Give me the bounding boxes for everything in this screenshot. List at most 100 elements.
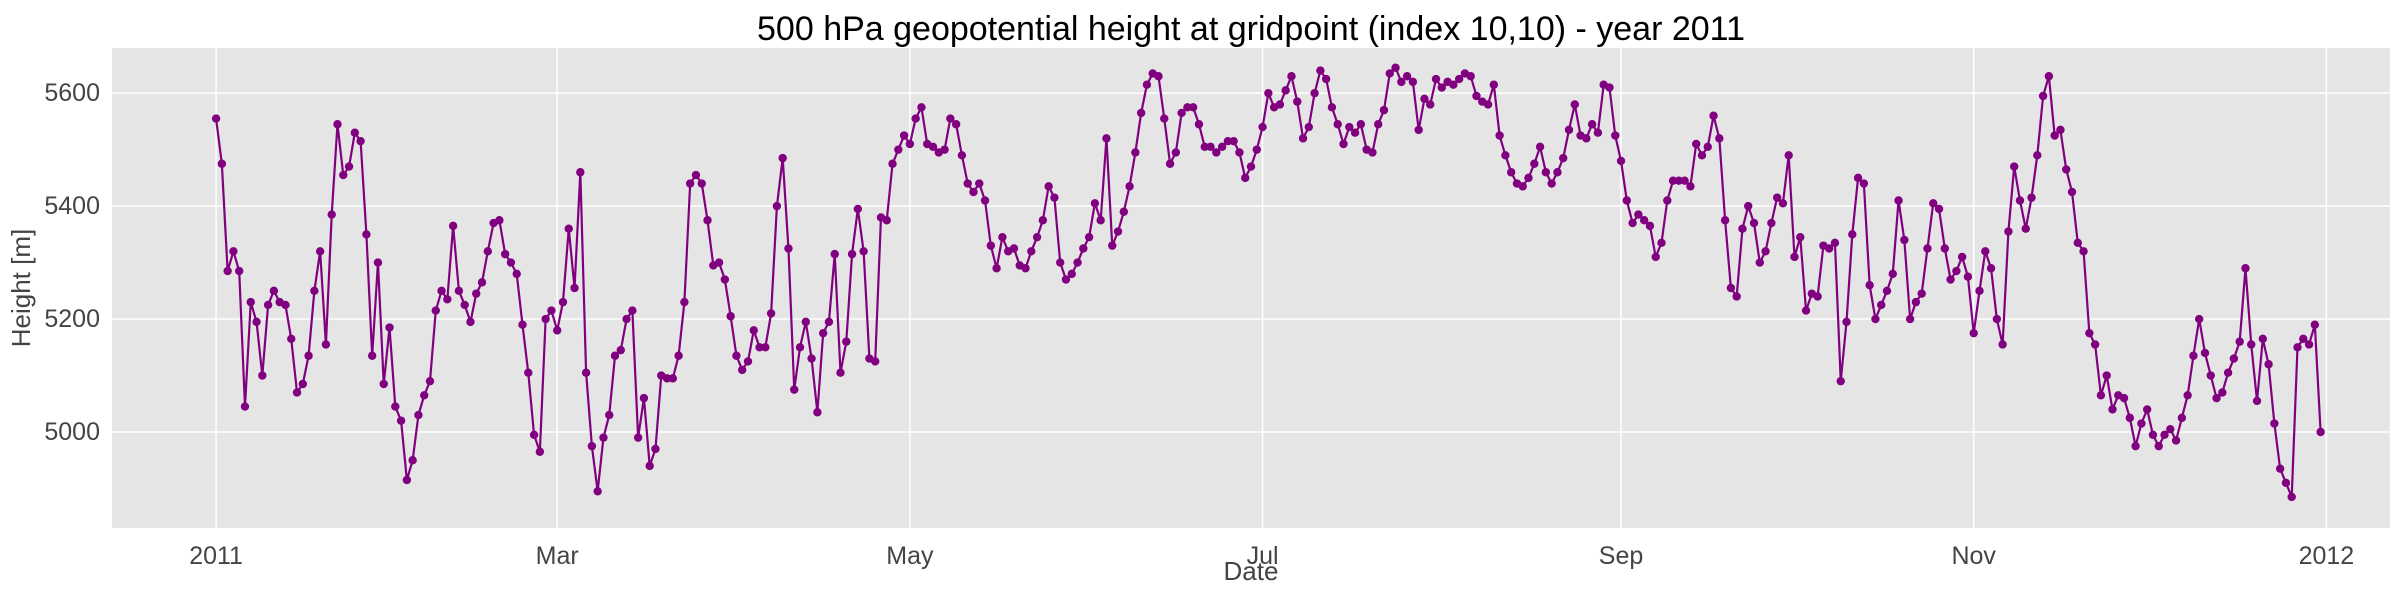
data-point	[1709, 111, 1718, 120]
x-axis-label: Date	[1224, 556, 1279, 586]
data-point	[2275, 464, 2285, 473]
data-point	[2079, 247, 2088, 256]
y-tick-label: 5200	[44, 305, 100, 333]
data-point	[1824, 244, 1834, 253]
data-point	[483, 247, 493, 256]
data-point	[246, 297, 255, 307]
data-point	[1374, 120, 1383, 129]
data-point	[674, 351, 683, 360]
data-point	[853, 204, 863, 214]
data-point	[1784, 151, 1793, 160]
data-point	[2235, 337, 2244, 346]
data-point	[905, 139, 915, 149]
data-point	[333, 120, 342, 129]
data-point	[1651, 252, 1660, 262]
data-point	[1761, 247, 1770, 256]
data-point	[529, 430, 539, 440]
data-point	[1368, 148, 1377, 157]
data-point	[2073, 238, 2082, 248]
data-point	[1952, 266, 1961, 276]
data-point	[2171, 436, 2181, 445]
data-point	[1032, 232, 1042, 242]
data-point	[2252, 396, 2262, 406]
data-point	[882, 216, 891, 225]
data-point	[1281, 86, 1290, 95]
data-point	[402, 475, 412, 485]
data-point	[830, 249, 839, 259]
data-point	[1402, 72, 1412, 81]
data-point	[1079, 244, 1088, 253]
x-tick-label: 2012	[2299, 542, 2355, 570]
data-point	[1616, 156, 1626, 166]
data-point	[1842, 317, 1851, 327]
data-point	[1570, 100, 1579, 109]
data-point	[1449, 80, 1458, 89]
data-point	[495, 216, 504, 225]
data-point	[726, 312, 735, 321]
data-point	[1506, 168, 1516, 177]
data-point	[1356, 120, 1366, 129]
data-point	[2033, 151, 2042, 160]
data-point	[778, 153, 787, 163]
data-point	[240, 402, 250, 411]
data-point	[795, 343, 805, 352]
data-point	[2287, 492, 2296, 502]
data-point	[2044, 72, 2054, 81]
data-point	[2177, 413, 2187, 423]
data-point	[2281, 478, 2291, 488]
series-points	[211, 63, 2325, 502]
data-point	[1472, 91, 1481, 101]
data-point	[431, 306, 440, 315]
data-point	[1333, 120, 1342, 129]
data-point	[1744, 201, 1753, 211]
data-point	[1160, 114, 1169, 123]
data-point	[2258, 334, 2267, 344]
data-point	[1119, 207, 1129, 216]
data-point	[217, 159, 227, 168]
data-point	[2067, 187, 2077, 197]
data-point	[1969, 328, 1978, 338]
chart-title: 500 hPa geopotential height at gridpoint…	[757, 10, 1745, 48]
data-point	[258, 371, 267, 380]
data-point	[1131, 148, 1140, 157]
data-point	[2056, 125, 2065, 135]
data-point	[2247, 340, 2256, 349]
data-point	[454, 286, 464, 296]
data-point	[1957, 252, 1967, 262]
data-point	[1431, 74, 1441, 84]
data-point	[396, 416, 406, 425]
data-point	[1645, 221, 1655, 231]
data-point	[685, 179, 695, 188]
data-point	[287, 334, 296, 344]
data-point	[2206, 371, 2215, 380]
data-point	[1489, 80, 1499, 89]
data-point	[2223, 368, 2233, 377]
data-point	[986, 241, 996, 250]
data-point	[761, 343, 770, 352]
data-point	[1541, 168, 1551, 177]
data-point	[772, 201, 782, 211]
data-point	[408, 456, 417, 465]
data-point	[1848, 230, 1857, 239]
data-point	[969, 187, 978, 197]
data-point	[963, 179, 972, 188]
data-point	[1778, 199, 1788, 208]
data-point	[2212, 393, 2221, 403]
data-point	[957, 151, 967, 160]
data-point	[1940, 244, 1950, 253]
data-point	[1668, 176, 1678, 185]
data-point	[1882, 286, 1892, 296]
data-point	[1992, 314, 2002, 324]
data-point	[2090, 340, 2100, 349]
data-point	[1946, 275, 1955, 284]
data-point	[1859, 179, 1869, 188]
data-point	[1241, 173, 1250, 183]
data-point	[2304, 340, 2314, 349]
data-point	[1044, 182, 1053, 191]
data-point	[1287, 72, 1296, 81]
data-point	[1142, 80, 1152, 89]
data-point	[1385, 69, 1394, 78]
data-point	[755, 343, 764, 352]
data-point	[1963, 272, 1973, 281]
data-point	[281, 300, 290, 310]
